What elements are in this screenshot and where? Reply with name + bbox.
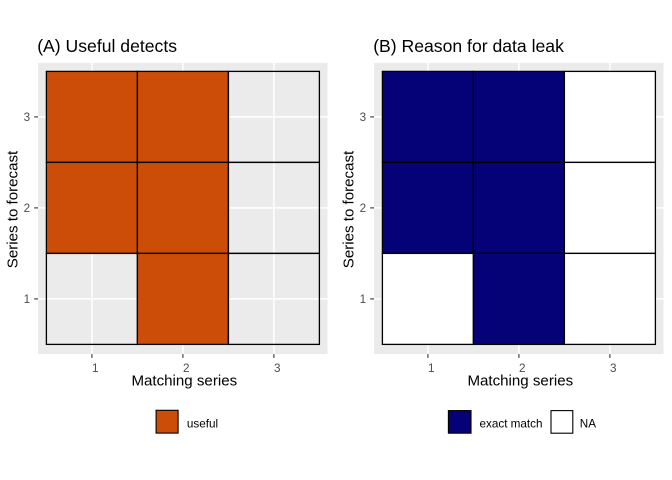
svg-text:NA: NA [580, 417, 596, 430]
svg-text:3: 3 [610, 362, 617, 375]
svg-text:1: 1 [24, 293, 31, 306]
svg-text:exact match: exact match [480, 417, 543, 430]
svg-text:3: 3 [24, 111, 31, 124]
svg-text:Matching series: Matching series [131, 373, 237, 390]
svg-text:useful: useful [187, 417, 218, 430]
svg-text:(B) Reason for data leak: (B) Reason for data leak [373, 36, 564, 56]
svg-text:2: 2 [24, 202, 31, 215]
svg-text:1: 1 [428, 362, 435, 375]
svg-text:Matching series: Matching series [467, 373, 573, 390]
svg-text:Series to forecast: Series to forecast [341, 150, 358, 268]
svg-text:2: 2 [183, 362, 190, 375]
svg-text:2: 2 [360, 202, 367, 215]
svg-text:Series to forecast: Series to forecast [5, 150, 22, 268]
svg-text:(A) Useful detects: (A) Useful detects [37, 36, 177, 56]
svg-text:1: 1 [360, 293, 367, 306]
svg-text:3: 3 [274, 362, 281, 375]
svg-text:2: 2 [519, 362, 526, 375]
svg-text:3: 3 [360, 111, 367, 124]
svg-text:1: 1 [92, 362, 99, 375]
